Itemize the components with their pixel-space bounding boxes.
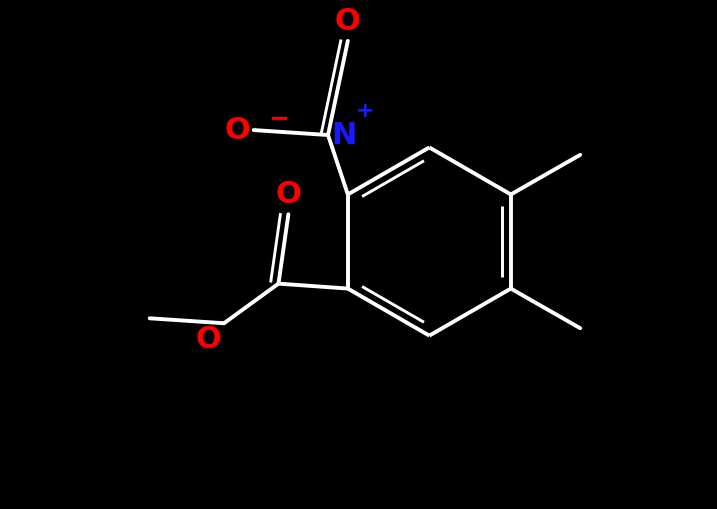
Text: −: − [269, 106, 290, 130]
Text: O: O [225, 116, 251, 145]
Text: N: N [331, 121, 356, 150]
Text: O: O [275, 180, 301, 209]
Text: O: O [335, 7, 361, 36]
Text: +: + [356, 101, 374, 121]
Text: O: O [195, 325, 221, 354]
